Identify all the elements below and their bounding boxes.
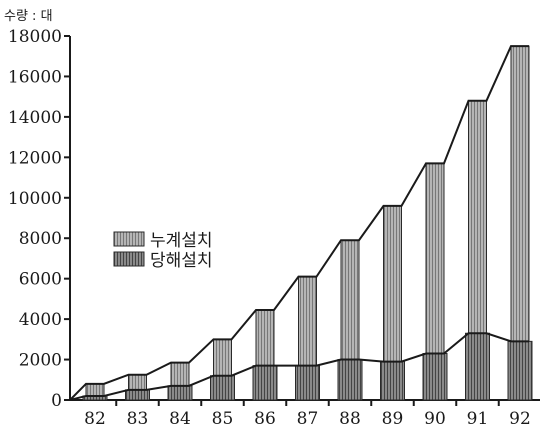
trend-lines [69,45,529,401]
x-tick-label: 89 [382,409,404,429]
legend-swatch-cumulative [113,231,145,247]
legend: 누계설치 당해설치 [113,231,213,271]
y-tick-label: 16000 [8,67,62,87]
y-tick-label: 0 [51,391,62,411]
y-tick-label: 4000 [19,310,62,330]
bar-annual-85 [210,375,235,401]
x-tick-label: 85 [212,409,234,429]
y-tick-label: 18000 [8,27,62,47]
legend-label-cumulative: 누계설치 [150,231,213,251]
bar-annual-92 [507,340,533,401]
y-tick-label: 10000 [8,189,62,209]
legend-label-annual: 당해설치 [150,251,213,271]
y-tick-label: 6000 [19,270,62,290]
x-tick-label: 87 [297,409,319,429]
x-tick-label: 83 [127,409,149,429]
y-tick-label: 8000 [19,229,62,249]
x-axis-ticks: 82 83 84 85 86 87 88 89 90 91 92 [84,400,531,429]
x-tick-label: 90 [424,409,446,429]
y-axis-ticks: 0 2000 4000 6000 8000 10000 12000 14000 16000 180… [8,27,70,411]
bar-annual-87 [295,365,320,401]
y-tick-label: 12000 [8,148,62,168]
y-tick-label: 14000 [8,108,62,128]
bar-annual-89 [380,361,405,401]
x-tick-label: 82 [84,409,106,429]
line-cumulative [69,45,529,401]
x-tick-label: 84 [169,409,191,429]
bars [82,45,533,401]
bar-annual-91 [465,332,490,401]
unit-label: 수량 : 대 [4,9,53,24]
bar-annual-90 [422,352,448,401]
bar-annual-83 [125,389,150,401]
legend-swatch-annual [113,251,145,267]
bar-annual-88 [337,359,363,401]
line-annual [69,332,529,401]
y-tick-label: 2000 [19,351,62,371]
bar-annual-86 [252,365,278,401]
x-tick-label: 86 [254,409,276,429]
bar-annual-84 [167,385,193,401]
x-tick-label: 92 [509,409,531,429]
x-tick-label: 88 [339,409,361,429]
x-tick-label: 91 [467,409,489,429]
